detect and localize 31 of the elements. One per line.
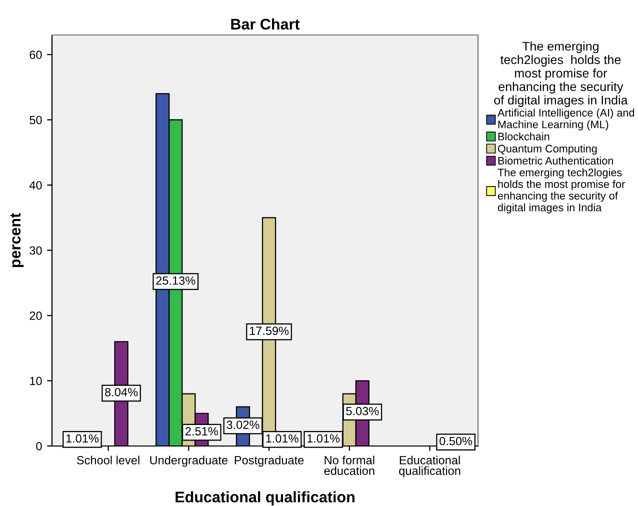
annotation: 1.01% — [308, 434, 340, 443]
chart-title: Bar Chart — [231, 18, 300, 30]
annotation: 8.04% — [105, 388, 138, 396]
annotation: 25.13% — [156, 276, 196, 285]
y-tick-label: 20 — [30, 312, 42, 320]
x-tick-label: Undergraduate — [150, 456, 228, 467]
annotation: 1.01% — [266, 434, 298, 443]
x-tick-label: School level — [76, 456, 140, 464]
x-tick-label: Postgraduate — [234, 456, 304, 467]
annotation: 17.59% — [250, 326, 289, 335]
legend-label: Artificial Intelligence (AI) and Machine Learning (ML) — [497, 108, 634, 130]
legend-label: Blockchain — [498, 132, 550, 140]
x-axis-title: Educational qualification — [176, 491, 354, 506]
annotation: 5.03% — [346, 406, 379, 416]
y-tick-label: 0 — [36, 442, 42, 450]
annotation: 2.51% — [186, 427, 218, 436]
y-tick-label: 10 — [30, 376, 42, 386]
x-tick-label: Educational qualification — [399, 456, 460, 478]
legend-title: The emerging tech2logies holds the most promise for enhancing the security of digital images in India — [494, 42, 628, 108]
legend-label: Biometric Authentication — [498, 156, 613, 165]
annotation: 3.02% — [226, 420, 260, 429]
y-tick-label: 30 — [30, 246, 42, 255]
y-tick-label: 60 — [30, 50, 42, 59]
y-tick-label: 50 — [30, 116, 42, 124]
x-tick-label: No formal education — [324, 456, 374, 475]
annotation: 0.50% — [440, 436, 472, 446]
annotation: 1.01% — [66, 434, 99, 443]
y-axis-title: percent — [10, 213, 24, 268]
legend-label: The emerging tech2logies holds the most promise for enhancing the security of digital images in India — [498, 168, 625, 214]
y-tick-label: 40 — [29, 181, 42, 190]
legend-label: Quantum Computing — [498, 144, 597, 155]
